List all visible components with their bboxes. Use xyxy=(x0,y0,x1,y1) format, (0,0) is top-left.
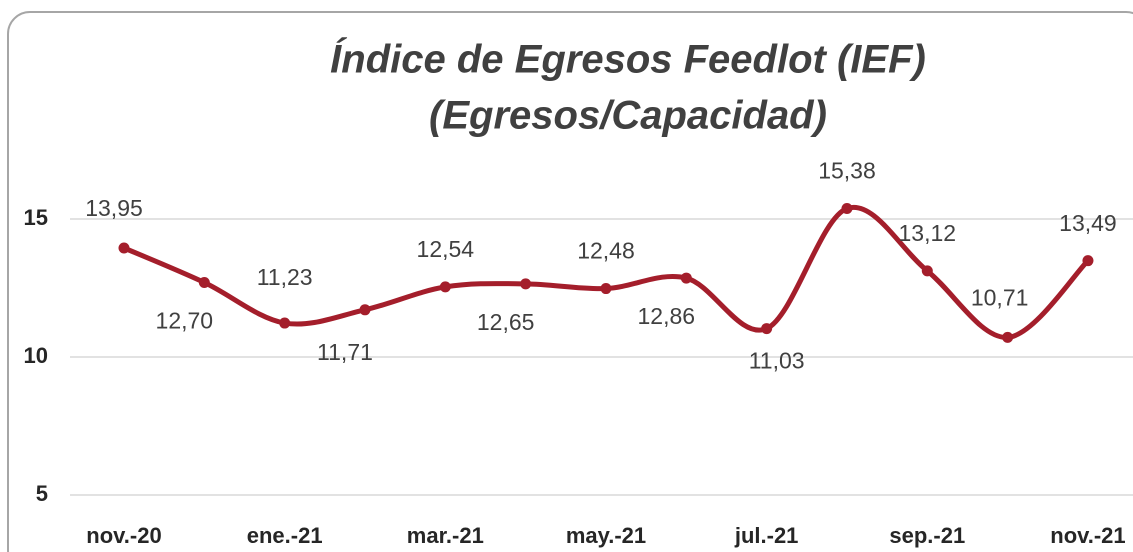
x-tick-label: ene.-21 xyxy=(247,523,323,548)
point xyxy=(520,278,532,290)
data-label: 13,95 xyxy=(85,195,143,221)
point xyxy=(439,281,451,293)
data-label: 12,70 xyxy=(156,308,214,334)
chart-subtitle: (Egresos/Capacidad) xyxy=(429,94,827,138)
data-label: 11,71 xyxy=(317,339,373,365)
data-label: 10,71 xyxy=(971,284,1029,310)
point xyxy=(1082,255,1094,267)
point xyxy=(118,242,130,254)
point xyxy=(921,265,933,277)
x-tick-label: sep.-21 xyxy=(889,523,965,548)
data-label: 12,48 xyxy=(577,238,635,264)
y-tick-label: 15 xyxy=(24,205,48,230)
x-tick-label: mar.-21 xyxy=(407,523,484,548)
point xyxy=(600,283,612,295)
point xyxy=(841,203,853,215)
x-tick-label: nov.-20 xyxy=(86,523,161,548)
point xyxy=(359,304,371,316)
data-label: 13,49 xyxy=(1059,210,1117,236)
x-tick-label: nov.-21 xyxy=(1050,523,1125,548)
data-label: 12,54 xyxy=(417,236,475,262)
y-tick-label: 5 xyxy=(36,481,48,506)
y-tick-label: 10 xyxy=(24,343,48,368)
x-tick-label: jul.-21 xyxy=(734,523,799,548)
x-tick-label: may.-21 xyxy=(566,523,646,548)
chart-frame xyxy=(7,11,1133,552)
point xyxy=(761,323,773,335)
chart-title: Índice de Egresos Feedlot (IEF) xyxy=(330,37,926,82)
point xyxy=(1002,331,1014,343)
point xyxy=(279,317,291,329)
data-label: 13,12 xyxy=(899,220,957,246)
data-label: 11,23 xyxy=(257,264,313,290)
data-label: 12,65 xyxy=(477,309,535,335)
data-label: 15,38 xyxy=(818,158,876,184)
data-label: 11,03 xyxy=(749,348,805,374)
point xyxy=(680,272,692,284)
point xyxy=(198,276,210,288)
data-label: 12,86 xyxy=(638,303,696,329)
